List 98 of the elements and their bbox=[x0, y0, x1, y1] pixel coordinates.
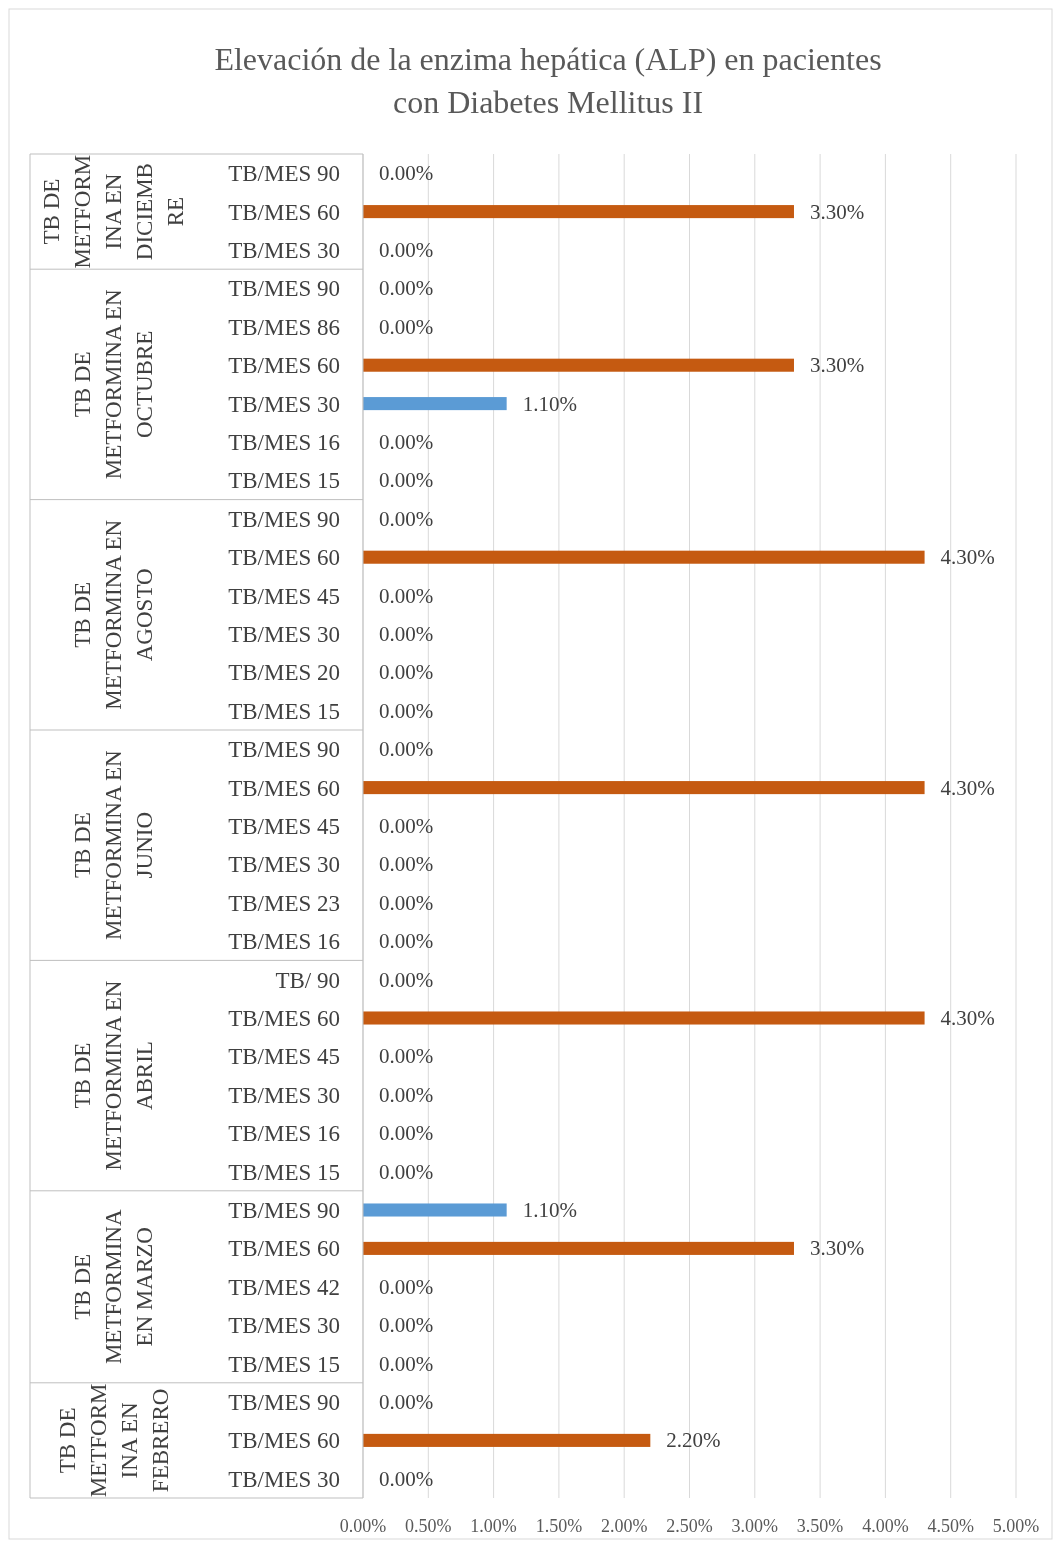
data-label: 3.30% bbox=[809, 353, 865, 378]
data-label: 0.00% bbox=[379, 1121, 434, 1146]
data-label: 0.00% bbox=[379, 737, 434, 762]
y-tick-label: TB/MES 30 bbox=[228, 622, 340, 647]
x-tick-label: 4.50% bbox=[927, 1516, 974, 1536]
y-tick-label: TB/MES 15 bbox=[228, 1351, 340, 1377]
y-tick-label: TB/MES 15 bbox=[228, 698, 340, 724]
x-tick-label: 3.00% bbox=[731, 1516, 779, 1536]
bar bbox=[363, 1433, 651, 1447]
data-label: 2.20% bbox=[666, 1428, 721, 1453]
y-tick-label: TB/MES 20 bbox=[228, 660, 340, 686]
y-tick-label: TB/MES 30 bbox=[228, 1466, 340, 1492]
y-tick-label: TB/MES 90 bbox=[228, 161, 340, 187]
data-label: 0.00% bbox=[379, 852, 434, 877]
x-tick-label: 2.50% bbox=[666, 1516, 713, 1536]
x-tick-label: 4.00% bbox=[862, 1516, 909, 1536]
x-tick-label: 0.00% bbox=[339, 1516, 387, 1536]
data-label: 0.00% bbox=[379, 276, 434, 301]
bar bbox=[363, 1241, 794, 1255]
text: TB DE METFORMINA EN OCTUBRE bbox=[70, 289, 157, 480]
data-label: 0.00% bbox=[379, 698, 434, 723]
y-tick-label: TB/MES 90 bbox=[228, 276, 340, 302]
data-label: 0.00% bbox=[379, 1274, 434, 1299]
data-label: 0.00% bbox=[379, 238, 434, 262]
data-label: 0.00% bbox=[379, 622, 434, 646]
data-label: 0.00% bbox=[379, 468, 434, 493]
text: TB DE METFORMINA EN AGOSTO bbox=[70, 519, 157, 710]
data-label: 0.00% bbox=[379, 660, 434, 685]
data-label: 4.30% bbox=[940, 1006, 995, 1030]
data-label: 0.00% bbox=[379, 890, 434, 915]
y-tick-label: TB/MES 60 bbox=[228, 545, 340, 571]
y-tick-label: TB/MES 90 bbox=[228, 1390, 340, 1415]
y-tick-label: TB/MES 16 bbox=[228, 1121, 340, 1147]
bar bbox=[363, 550, 925, 564]
y-tick-label: TB/MES 30 bbox=[228, 1082, 340, 1108]
text: TB DE METFORMINA EN DICIEMBRE bbox=[39, 154, 188, 269]
y-tick-label: TB/MES 42 bbox=[228, 1274, 340, 1300]
data-label: 3.30% bbox=[809, 1236, 865, 1261]
bar bbox=[363, 397, 507, 411]
y-tick-label: TB/MES 30 bbox=[228, 852, 340, 878]
x-tick-label: 1.00% bbox=[470, 1516, 517, 1536]
data-label: 0.00% bbox=[379, 1044, 434, 1069]
data-label: 1.10% bbox=[522, 391, 577, 416]
y-tick-label: TB/MES 90 bbox=[228, 1198, 340, 1223]
bar bbox=[363, 781, 925, 795]
y-tick-label: TB/MES 60 bbox=[228, 1236, 340, 1262]
data-label: 0.00% bbox=[379, 929, 434, 954]
y-tick-label: TB/MES 45 bbox=[228, 814, 340, 839]
data-label: 0.00% bbox=[379, 1466, 434, 1491]
text: TB DE METFORMINA EN MARZO bbox=[70, 1209, 157, 1365]
data-label: 1.10% bbox=[522, 1198, 577, 1222]
y-tick-label: TB/MES 60 bbox=[228, 1428, 340, 1454]
data-label: 0.00% bbox=[379, 814, 434, 838]
y-tick-label: TB/MES 30 bbox=[228, 391, 340, 417]
data-label: 0.00% bbox=[379, 967, 434, 992]
data-label: 0.00% bbox=[379, 1313, 434, 1338]
bar bbox=[363, 1011, 925, 1025]
data-label: 0.00% bbox=[379, 1351, 434, 1376]
y-tick-label: TB/MES 16 bbox=[228, 929, 340, 955]
data-label: 3.30% bbox=[809, 199, 865, 224]
bar bbox=[363, 1203, 507, 1217]
y-tick-label: TB/MES 30 bbox=[228, 1313, 340, 1339]
y-tick-label: TB/ 90 bbox=[275, 967, 340, 993]
y-tick-label: TB/MES 45 bbox=[228, 583, 340, 609]
y-tick-label: TB/MES 90 bbox=[228, 506, 340, 532]
data-label: 0.00% bbox=[379, 1159, 434, 1184]
text: TB DE METFORMINA EN JUNIO bbox=[70, 749, 157, 941]
y-tick-label: TB/MES 60 bbox=[228, 353, 340, 379]
chart-title: Elevación de la enzima hepática (ALP) en pacientes con Diabetes Mellitus II bbox=[214, 41, 882, 120]
x-tick-label: 0.50% bbox=[405, 1516, 452, 1536]
data-label: 0.00% bbox=[379, 1390, 434, 1414]
data-label: 0.00% bbox=[379, 506, 434, 531]
data-label: 0.00% bbox=[379, 1082, 434, 1107]
y-tick-label: TB/MES 60 bbox=[228, 199, 340, 225]
y-tick-label: TB/MES 15 bbox=[228, 1159, 340, 1185]
bar bbox=[363, 358, 794, 372]
data-label: 0.00% bbox=[379, 161, 434, 186]
y-tick-label: TB/MES 86 bbox=[228, 314, 340, 340]
y-tick-label: TB/MES 16 bbox=[228, 430, 340, 455]
data-label: 4.30% bbox=[940, 545, 995, 570]
y-tick-label: TB/MES 15 bbox=[228, 468, 340, 494]
data-label: 0.00% bbox=[379, 314, 434, 339]
x-tick-label: 2.00% bbox=[600, 1516, 648, 1536]
y-tick-label: TB/MES 60 bbox=[228, 775, 340, 801]
x-tick-label: 3.50% bbox=[796, 1516, 844, 1536]
bar bbox=[363, 205, 794, 219]
y-tick-label: TB/MES 30 bbox=[228, 238, 340, 263]
y-tick-label: TB/MES 60 bbox=[228, 1006, 340, 1031]
data-label: 0.00% bbox=[379, 583, 434, 608]
data-label: 4.30% bbox=[940, 775, 995, 800]
y-tick-label: TB/MES 90 bbox=[228, 737, 340, 763]
text: TB DE METFORMINA EN ABRIL bbox=[70, 980, 157, 1171]
data-label: 0.00% bbox=[379, 430, 434, 454]
x-tick-label: 5.00% bbox=[992, 1516, 1040, 1536]
x-tick-label: 1.50% bbox=[535, 1516, 583, 1536]
y-tick-label: TB/MES 23 bbox=[228, 890, 340, 916]
text: TB DE METFORMINA EN FEBRERO bbox=[54, 1383, 173, 1498]
y-tick-label: TB/MES 45 bbox=[228, 1044, 340, 1070]
